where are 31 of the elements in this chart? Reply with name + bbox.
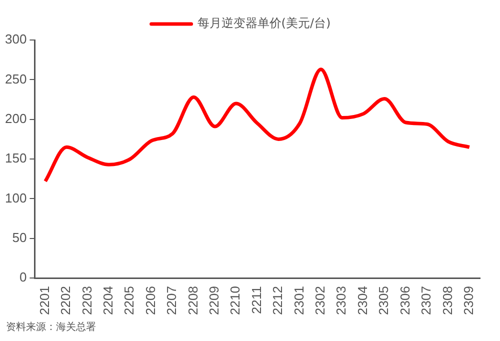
x-tick-label: 2208 [185, 286, 200, 315]
x-tick-label: 2206 [142, 286, 158, 315]
x-tick-label: 2202 [58, 286, 74, 315]
x-tick-label: 2303 [334, 286, 349, 315]
x-tick-label: 2307 [418, 286, 434, 315]
y-tick-label: 250 [4, 71, 27, 86]
x-tick-label: 2207 [164, 286, 180, 315]
x-tick-label: 2305 [376, 286, 392, 315]
y-tick-label: 200 [4, 110, 27, 126]
x-tick-label: 2209 [206, 286, 222, 315]
y-tick-label: 300 [4, 32, 27, 47]
line-series [44, 68, 472, 184]
x-tick-label: 2308 [440, 286, 455, 315]
x-tick-label: 2205 [122, 286, 137, 315]
x-tick-label: 2203 [79, 286, 94, 315]
y-tick-label: 50 [12, 230, 27, 245]
x-tick-label: 2302 [312, 286, 328, 315]
x-tick-label: 2204 [100, 286, 116, 315]
x-tick-label: 2201 [36, 286, 52, 315]
y-tick-label: 0 [19, 270, 27, 285]
text: 资料来源：海关总署 [6, 320, 96, 334]
x-tick-label: 2306 [397, 286, 412, 315]
x-tick-label: 2301 [291, 286, 306, 315]
x-tick-label: 2309 [460, 286, 476, 315]
x-tick-label: 2304 [354, 286, 370, 315]
x-tick-label: 2210 [228, 286, 243, 315]
y-tick-label: 100 [4, 190, 27, 206]
x-tick-label: 2212 [270, 286, 286, 315]
legend-label: 每月逆变器单价(美元/台) [197, 16, 331, 30]
x-tick-label: 2211 [248, 286, 264, 314]
y-tick-label: 150 [4, 150, 27, 166]
